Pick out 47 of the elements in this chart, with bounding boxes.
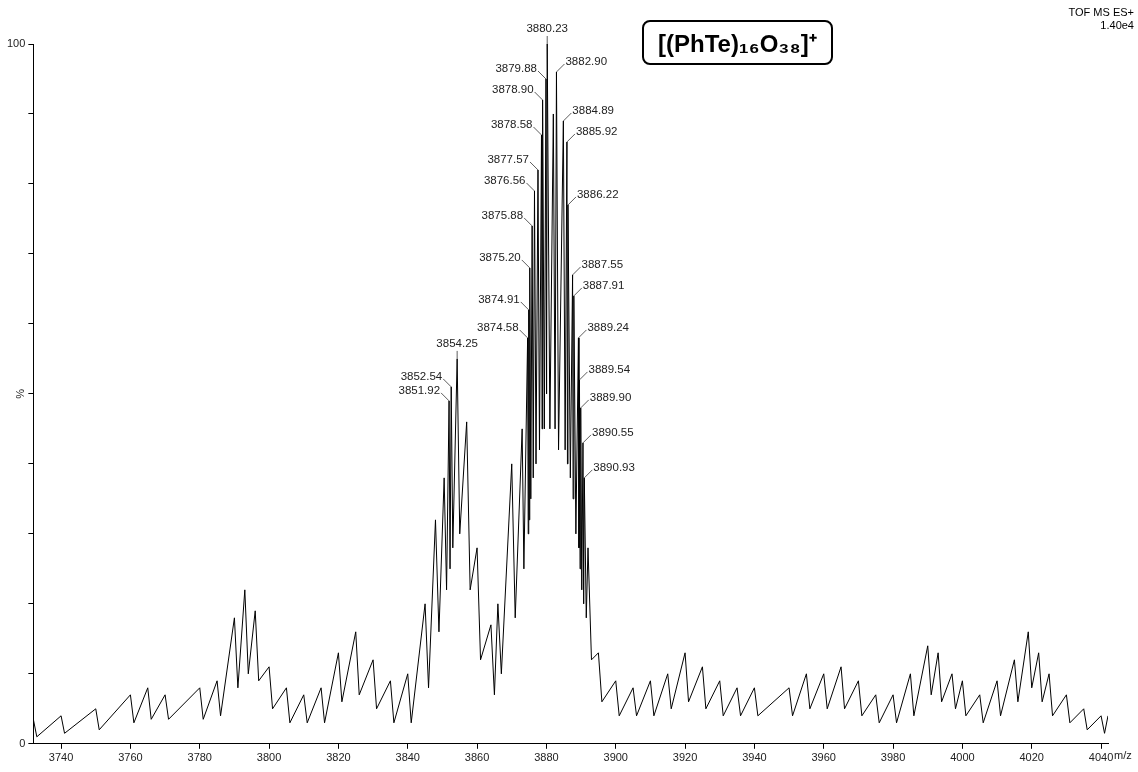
annotation: 3889.24	[587, 321, 630, 334]
x-tick-label: 3840	[395, 751, 420, 764]
x-tick-label: 3860	[464, 751, 490, 764]
x-tick-label: 3760	[118, 751, 143, 764]
annotation: 3854.25	[436, 337, 478, 350]
chart-title: [(PhTe)₁₆O₃₈]⁺	[642, 20, 833, 65]
x-tick-label: 3920	[672, 751, 698, 764]
annotation: 3874.91	[478, 293, 520, 306]
x-axis-title: m/z	[1114, 748, 1132, 761]
y-tick-label: 0	[19, 736, 26, 749]
x-tick-label: 3980	[880, 751, 906, 764]
annotation: 3878.58	[490, 118, 533, 131]
x-tick-label: 3800	[256, 751, 282, 764]
x-tick-label: 4020	[1019, 751, 1044, 764]
annotation: 3878.90	[492, 83, 534, 96]
annotation: 3852.54	[400, 370, 443, 383]
annotation: 3874.58	[477, 321, 519, 334]
x-tick-label: 3780	[187, 751, 212, 764]
x-tick-label: 4040	[1088, 751, 1114, 764]
annotation: 3885.92	[575, 125, 618, 138]
x-tick-label: 3880	[534, 751, 559, 764]
annotation: 3890.55	[591, 426, 634, 439]
x-tick-label: 3940	[742, 751, 767, 764]
annotation: 3880.23	[526, 22, 568, 35]
annotation: 3889.54	[588, 363, 631, 376]
annotation: 3887.91	[582, 279, 625, 292]
annotation: 3876.56	[483, 174, 526, 187]
x-tick-label: 3900	[603, 751, 628, 764]
annotation: 3875.88	[481, 209, 524, 222]
x-tick-label: 4000	[950, 751, 975, 764]
x-tick-label: 3820	[326, 751, 351, 764]
annotation: 3887.55	[581, 258, 624, 271]
y-axis-title: %	[14, 388, 27, 399]
text: TOF MS ES+	[1068, 6, 1134, 19]
annotation: 3879.88	[495, 62, 537, 75]
annotation: 3875.20	[479, 251, 521, 264]
annotation: 3882.90	[565, 55, 608, 68]
annotation: 3851.92	[398, 384, 441, 397]
annotation: 3890.93	[593, 461, 635, 474]
annotation: 3877.57	[487, 153, 529, 166]
x-tick-label: 3740	[48, 751, 74, 764]
text: 1.40e4	[1099, 19, 1134, 32]
y-tick-label: 100	[6, 37, 26, 50]
annotation: 3886.22	[576, 188, 619, 201]
annotation: 3889.90	[589, 391, 632, 404]
x-tick-label: 3960	[811, 751, 836, 764]
annotation: 3884.89	[572, 104, 614, 117]
